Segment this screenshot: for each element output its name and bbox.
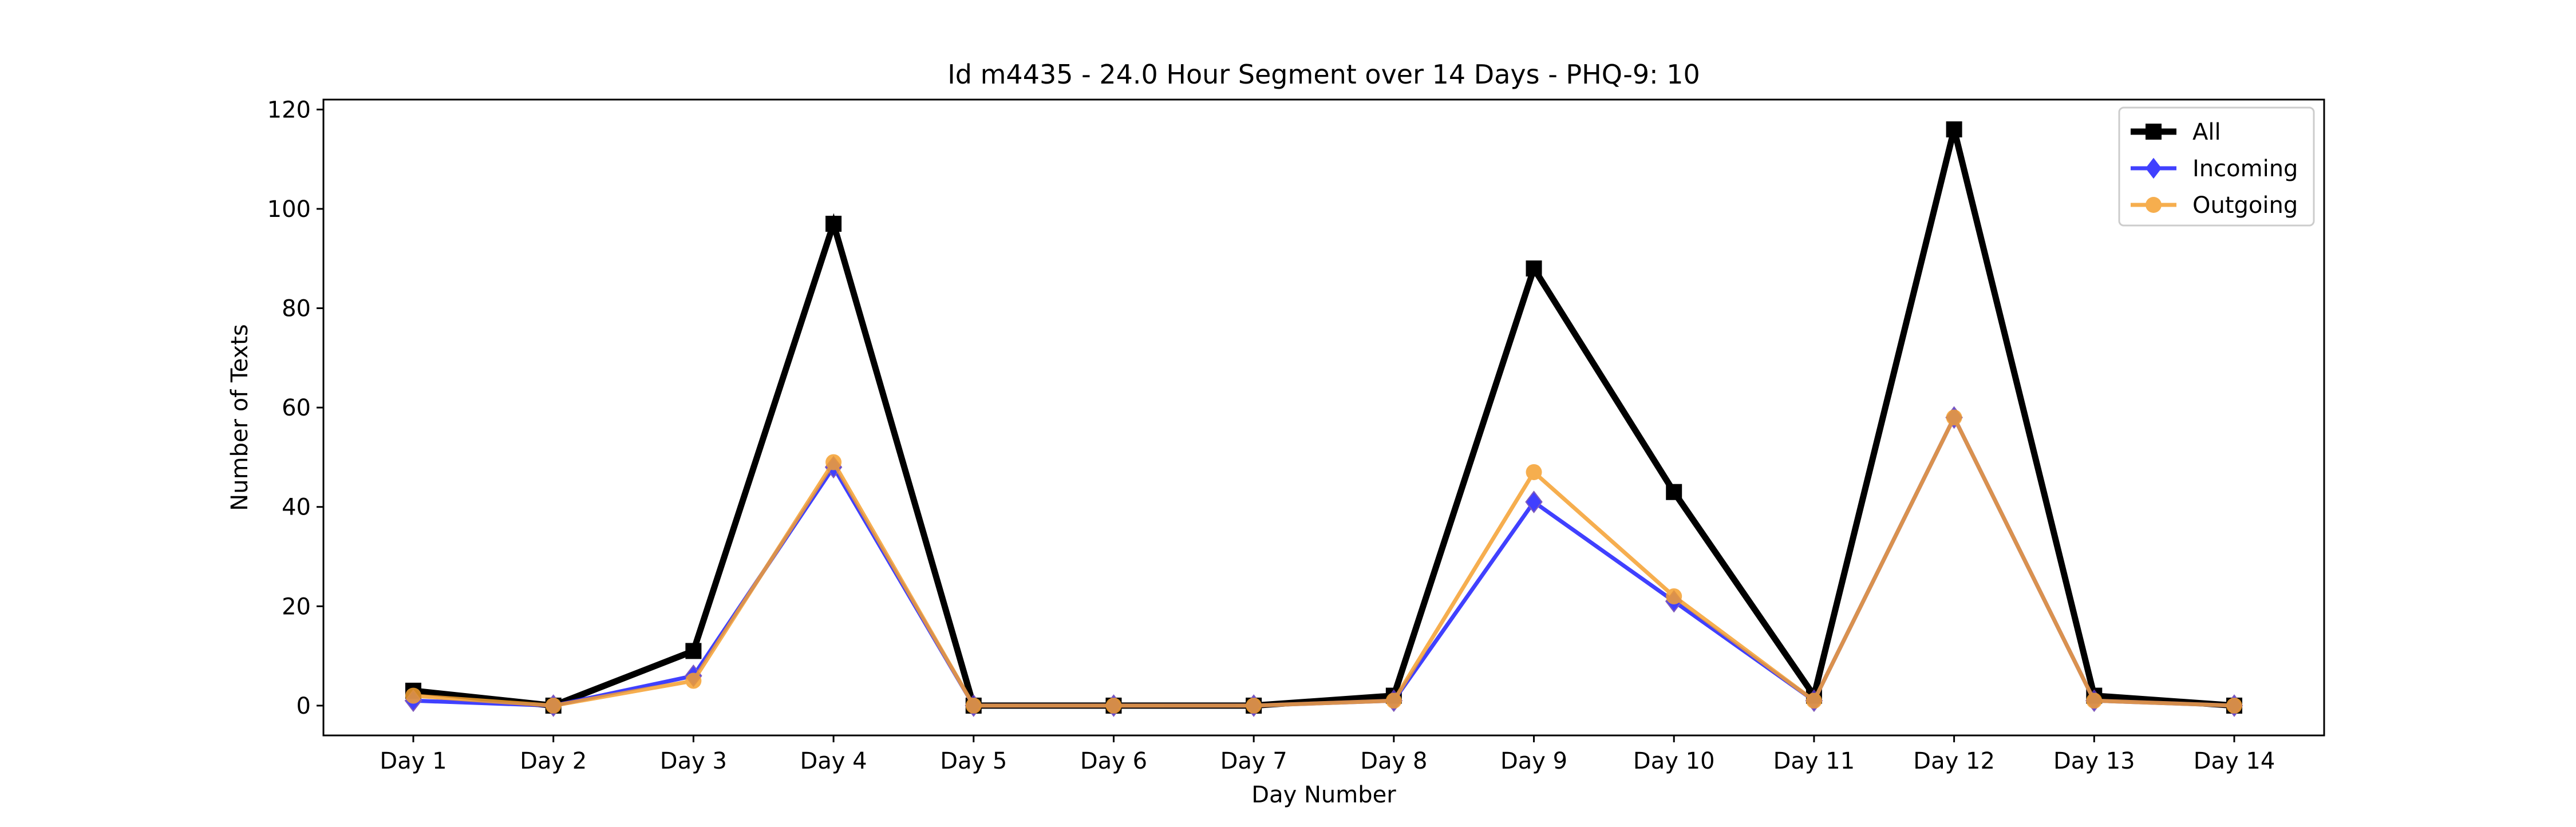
x-tick-label: Day 11 <box>1773 748 1855 774</box>
chart-title: Id m4435 - 24.0 Hour Segment over 14 Day… <box>947 59 1700 90</box>
legend-marker-outgoing <box>2146 197 2162 213</box>
series-line-all <box>413 128 2235 709</box>
data-point-all <box>1526 260 1542 277</box>
data-point-outgoing <box>405 687 421 704</box>
series-incoming <box>404 406 2243 717</box>
data-point-outgoing <box>1385 693 1402 709</box>
y-tick-label: 0 <box>297 693 311 719</box>
legend-item-all <box>2131 124 2176 140</box>
data-point-outgoing <box>2226 697 2242 714</box>
data-point-outgoing <box>1805 693 1822 709</box>
data-point-outgoing <box>1946 409 1962 426</box>
legend-marker-incoming <box>2146 157 2162 179</box>
data-point-outgoing <box>1666 588 1682 604</box>
x-tick-label: Day 12 <box>1913 748 1995 774</box>
x-tick-label: Day 4 <box>800 748 867 774</box>
legend-item-outgoing <box>2131 197 2176 213</box>
y-axis-label: Number of Texts <box>227 324 253 511</box>
x-tick-label: Day 14 <box>2194 748 2275 774</box>
data-point-outgoing <box>825 454 842 470</box>
series-line-outgoing <box>413 413 2235 708</box>
x-tick-label: Day 2 <box>520 748 587 774</box>
legend-marker-all <box>2146 124 2162 140</box>
y-tick-label: 80 <box>282 296 311 322</box>
legend-label-all: All <box>2192 119 2221 145</box>
data-point-all <box>1666 484 1682 500</box>
x-tick-label: Day 1 <box>380 748 447 774</box>
legend-label-incoming: Incoming <box>2192 156 2298 182</box>
data-point-all <box>825 215 842 232</box>
legend: All Incoming Outgoing <box>2118 106 2315 227</box>
series-outgoing <box>405 409 2242 714</box>
x-tick-label: Day 10 <box>1633 748 1715 774</box>
x-tick-label: Day 6 <box>1080 748 1147 774</box>
data-point-outgoing <box>545 697 562 714</box>
data-point-all <box>685 643 702 659</box>
x-tick-label: Day 13 <box>2053 748 2135 774</box>
data-point-outgoing <box>2086 693 2103 709</box>
y-tick-label: 40 <box>282 494 311 521</box>
data-point-outgoing <box>685 672 702 689</box>
x-tick-label: Day 9 <box>1500 748 1567 774</box>
y-tick-label: 100 <box>267 196 311 223</box>
x-tick-label: Day 5 <box>940 748 1007 774</box>
legend-frame <box>2118 106 2315 227</box>
x-tick-label: Day 8 <box>1360 748 1427 774</box>
data-point-incoming <box>1525 490 1543 513</box>
data-point-outgoing <box>965 697 982 714</box>
y-tick-label: 120 <box>267 97 311 123</box>
y-tick-label: 20 <box>282 593 311 620</box>
data-point-outgoing <box>1526 464 1542 480</box>
x-tick-label: Day 7 <box>1220 748 1287 774</box>
plot-area: 0 20 40 60 80 100 120 Day 1 Day 2 Day 3 Day 4 Day 5… <box>267 97 2325 774</box>
data-point-outgoing <box>1105 697 1122 714</box>
data-point-outgoing <box>1246 697 1262 714</box>
legend-label-outgoing: Outgoing <box>2192 192 2298 219</box>
plot-frame <box>322 98 2325 737</box>
series-all <box>405 121 2242 714</box>
y-tick-label: 60 <box>282 395 311 421</box>
x-tick-label: Day 3 <box>660 748 727 774</box>
data-point-all <box>1946 121 1962 138</box>
legend-item-incoming <box>2131 157 2176 179</box>
x-axis-label: Day Number <box>1251 782 1396 808</box>
series-line-incoming <box>413 413 2235 708</box>
